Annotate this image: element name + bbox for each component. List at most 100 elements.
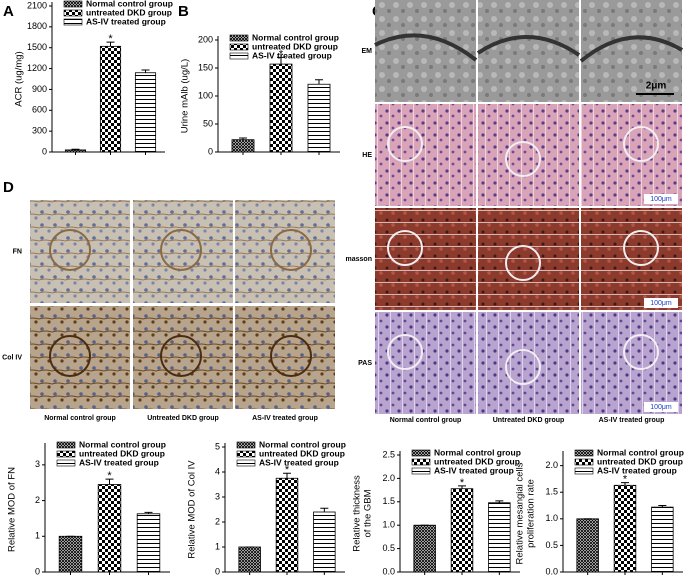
row-label: masson [346,256,372,263]
legend-swatch [236,450,256,458]
y-tick-label: 1.0 [382,520,395,530]
micrograph [478,208,579,310]
micrograph [581,312,682,414]
membrane [476,35,581,57]
legend-label: untreated DKD group [434,456,520,466]
legend-swatch [56,459,76,467]
micrograph [30,306,130,409]
glomerulus [49,335,91,377]
bar [99,45,122,153]
legend-swatch [229,43,249,51]
y-tick-label: 1.0 [545,513,558,523]
bar [313,511,336,573]
significance-star: * [623,474,628,486]
micrograph [581,104,682,206]
y-axis-label: Relative MOD of FN [7,467,18,552]
micrograph [133,200,233,303]
y-tick-label: 2.0 [382,473,395,483]
legend-label: untreated DKD group [259,448,345,458]
legend-swatch [229,34,249,42]
error-bar [141,69,150,73]
micrograph [375,208,476,310]
micrograph [581,208,682,310]
y-tick-label: 1500 [27,42,47,52]
row-label: PAS [358,360,372,367]
error-bar [71,148,80,150]
y-tick-label: 0 [35,566,40,576]
y-axis-label: Relative MOD of Col IV [187,460,198,559]
row-label: Col IV [2,354,22,361]
error-bar [106,41,115,47]
bar [307,83,331,153]
micrograph [235,306,335,409]
significance-star: * [108,33,113,45]
bar [488,502,511,573]
y-tick-label: 1 [35,531,40,541]
error-bar [105,478,114,485]
legend-label: untreated DKD group [597,456,683,466]
y-tick-label: 600 [32,105,47,115]
micrograph [375,104,476,206]
y-axis-label: Relative mesangial cells [515,462,526,564]
panel-label: B [178,3,189,20]
membrane [579,35,684,63]
y-tick-label: 1800 [27,21,47,31]
scale-label: 2μm [646,81,667,92]
glomerulus [270,229,312,271]
y-tick-label: 0.0 [545,566,558,576]
error-bar [239,137,247,140]
legend-label: Normal control group [79,439,166,449]
legend-label: Normal control group [252,32,339,42]
legend-swatch [574,458,594,466]
glomerulus [160,229,202,271]
legend-label: Normal control group [259,439,346,449]
significance-star: * [107,470,112,482]
bar [231,139,255,153]
legend-swatch [56,441,76,449]
bar [651,506,674,573]
legend-label: AS-IV treated group [434,465,514,475]
scale-label: 100μm [650,300,672,307]
column-label: Normal control group [44,415,116,422]
significance-star: * [285,464,290,476]
glomerulus [160,335,202,377]
y-axis-label: Urine mAlb (ug/L) [180,59,191,133]
micrograph [478,312,579,414]
y-tick-label: 100 [198,90,213,100]
glomerulus [387,230,423,266]
y-tick-label: 900 [32,84,47,94]
significance-star: * [279,48,284,60]
error-bar [283,472,291,479]
y-tick-label: 0.5 [382,543,395,553]
column-label: Normal control group [390,417,462,424]
legend-label: AS-IV treated group [259,457,339,467]
legend-label: untreated DKD group [252,41,338,51]
legend-swatch [411,467,431,475]
glomerulus [270,335,312,377]
bar [97,484,122,573]
micrograph [478,104,579,206]
legend-swatch [574,467,594,475]
y-tick-label: 1.5 [545,487,558,497]
glomerulus [505,349,541,385]
y-tick-label: 150 [198,62,213,72]
y-axis-label: proliferation rate [526,479,537,548]
legend-swatch [411,449,431,457]
y-tick-label: 0.5 [545,540,558,550]
legend-swatch [63,0,83,8]
bar [58,535,83,573]
y-tick-label: 2100 [27,0,47,10]
error-bar [315,79,323,85]
glomerulus [387,126,423,162]
column-label: AS-IV treated group [599,417,665,424]
y-tick-label: 0 [208,146,213,156]
y-tick-label: 0 [42,146,47,156]
panel-label: A [3,3,14,20]
bar [275,477,299,573]
bar [238,546,261,573]
glomerulus [623,230,659,266]
legend-swatch [574,449,594,457]
glomerulus [505,245,541,281]
micrograph [235,200,335,303]
